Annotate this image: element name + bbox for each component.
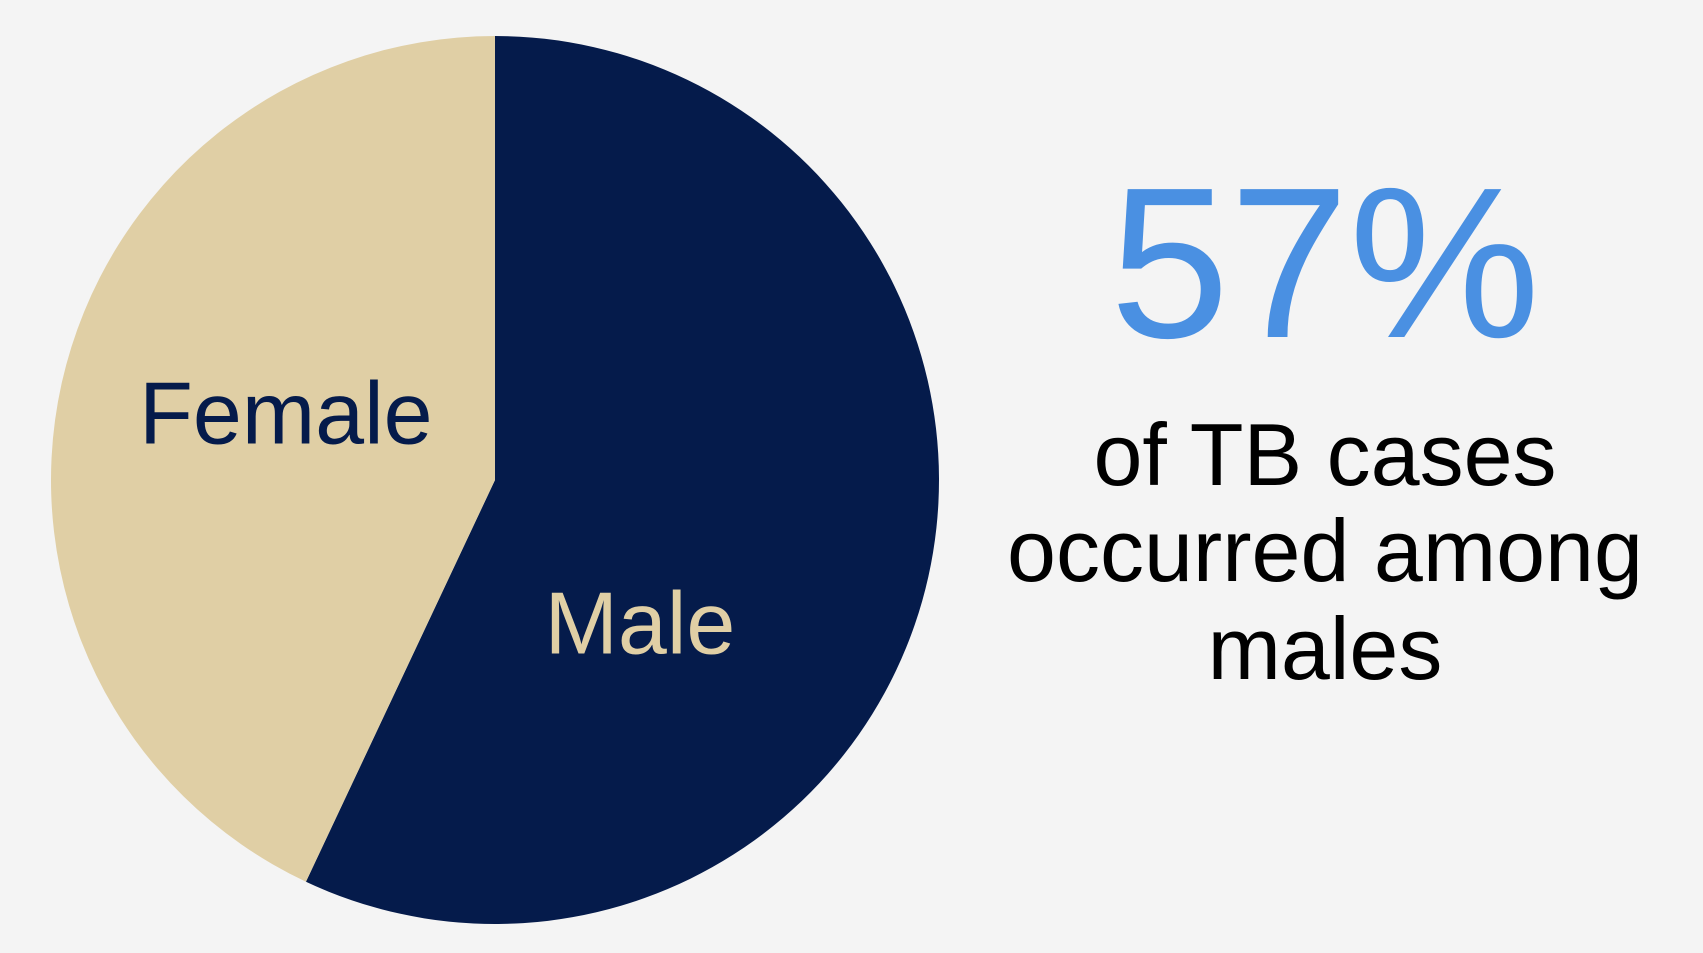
headline-text: males: [1208, 599, 1443, 698]
pie-slice: [305, 36, 939, 924]
headline-text: of TB cases: [1093, 405, 1556, 504]
headline-value: 57%: [1110, 142, 1540, 383]
slice-label: Male: [545, 573, 736, 672]
slice-label: Female: [139, 363, 432, 462]
headline-text: occurred among: [1007, 501, 1643, 600]
pie-slice: [50, 36, 496, 882]
